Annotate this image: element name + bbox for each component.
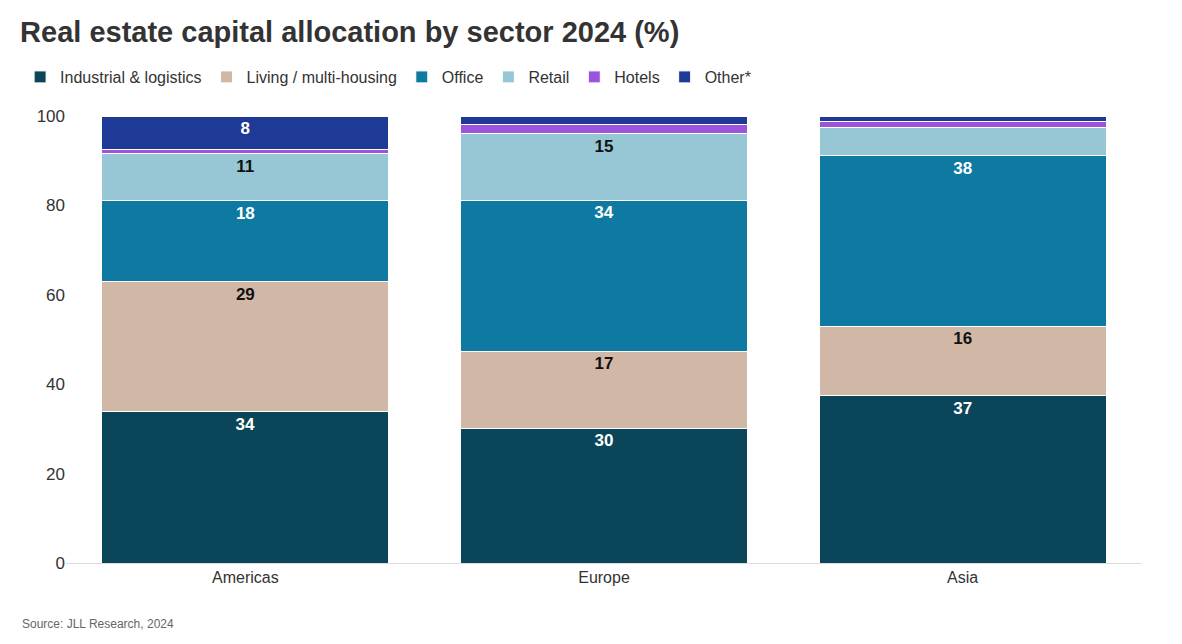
svg-text:Americas: Americas <box>212 569 279 586</box>
svg-text:29: 29 <box>236 285 255 304</box>
svg-text:11: 11 <box>236 157 254 176</box>
svg-text:34: 34 <box>594 203 613 222</box>
svg-text:Asia: Asia <box>947 569 978 586</box>
svg-text:60: 60 <box>46 286 65 305</box>
svg-text:20: 20 <box>46 465 65 484</box>
svg-text:30: 30 <box>595 431 614 450</box>
svg-text:Living / multi-housing: Living / multi-housing <box>246 69 396 86</box>
svg-text:37: 37 <box>953 399 972 418</box>
svg-text:0: 0 <box>56 554 65 573</box>
svg-text:Retail: Retail <box>528 69 569 86</box>
svg-text:38: 38 <box>953 159 972 178</box>
svg-text:16: 16 <box>953 329 972 348</box>
svg-text:Other*: Other* <box>705 69 751 86</box>
svg-text:Source: JLL Research, 2024: Source: JLL Research, 2024 <box>22 617 174 631</box>
svg-text:8: 8 <box>241 119 250 138</box>
svg-text:18: 18 <box>236 204 255 223</box>
svg-text:17: 17 <box>595 354 614 373</box>
svg-text:34: 34 <box>236 415 255 434</box>
svg-text:80: 80 <box>46 196 65 215</box>
svg-text:Europe: Europe <box>578 569 630 586</box>
svg-text:40: 40 <box>46 375 65 394</box>
svg-text:100: 100 <box>37 107 65 126</box>
svg-text:Office: Office <box>442 69 484 86</box>
svg-text:Hotels: Hotels <box>614 69 659 86</box>
svg-text:Industrial & logistics: Industrial & logistics <box>60 69 201 86</box>
svg-text:Real estate capital allocation: Real estate capital allocation by sector… <box>20 16 679 48</box>
svg-text:15: 15 <box>595 137 614 156</box>
